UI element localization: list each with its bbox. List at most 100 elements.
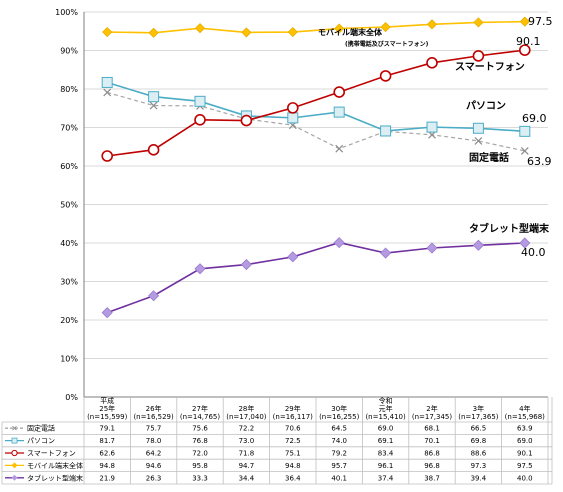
series-0-point [103, 88, 112, 97]
table-cell: 69.0 [517, 437, 533, 445]
table-col-header: (n=15,599) [87, 413, 128, 421]
annotation-landline-value: 63.9 [527, 155, 552, 168]
table-col-header: 26年 [146, 404, 162, 413]
table-cell: 96.8 [424, 462, 440, 470]
series-4-point [333, 237, 345, 249]
table-col-header: 28年 [238, 404, 254, 413]
table-cell: 64.2 [146, 450, 162, 458]
table-cell: 94.8 [285, 462, 301, 470]
table-row-label: 固定電話 [27, 424, 55, 433]
series-2-point [101, 150, 113, 162]
series-2-point [194, 114, 206, 126]
table-col-header: (n=15,968) [505, 413, 546, 421]
series-4-point [380, 247, 392, 259]
table-row-label: パソコン [27, 437, 55, 445]
table-cell: 64.5 [331, 425, 347, 433]
series-3-point [519, 16, 530, 27]
series-2-point [333, 86, 346, 98]
table-cell: 66.5 [471, 425, 487, 433]
y-tick-label: 90% [60, 47, 78, 56]
legend-key-marker [11, 437, 18, 444]
series-1-point [426, 121, 438, 133]
table-col-header: (n=14,765) [180, 413, 221, 421]
table-cell: 88.6 [471, 450, 487, 458]
series-2-point [147, 144, 160, 156]
series-4-point [148, 290, 160, 302]
series-1-point [194, 95, 206, 107]
series-3-point [241, 27, 252, 38]
table-col-header: 3年 [473, 404, 484, 413]
table-cell: 95.8 [192, 462, 208, 470]
table-col-header: (n=15,410) [365, 413, 406, 421]
table-cell: 34.4 [239, 474, 255, 482]
legend-key-marker [11, 474, 18, 481]
y-tick-label: 60% [60, 162, 78, 171]
table-col-header: (n=16,529) [133, 413, 174, 421]
series-1-point [148, 91, 160, 103]
table-cell: 72.5 [285, 437, 301, 445]
table-row-label: スマートフォン [27, 450, 76, 458]
series-2-point [379, 70, 392, 82]
table-cell: 94.7 [239, 462, 255, 470]
table-col-header: (n=17,365) [458, 413, 499, 421]
series-2-point [518, 44, 531, 56]
table-cell: 70.1 [424, 437, 440, 445]
table-cell: 39.4 [471, 474, 487, 482]
table-cell: 90.1 [517, 450, 533, 458]
annotation-pc-value: 69.0 [522, 112, 547, 125]
table-cell: 69.8 [471, 437, 487, 445]
y-tick-label: 100% [55, 8, 78, 17]
table-cell: 94.8 [99, 462, 115, 470]
table-cell: 72.2 [239, 425, 255, 433]
annotation-mobile-sublabel: (携帯電話及びスマートフォン) [345, 40, 429, 48]
series-line-4 [106, 241, 525, 314]
series-line-3 [107, 20, 525, 34]
table-cell: 72.0 [192, 450, 208, 458]
series-0-point [149, 101, 158, 110]
series-4-point [519, 237, 531, 249]
series-0-point [474, 137, 483, 145]
series-1-point [287, 112, 299, 124]
series-3-point [102, 26, 113, 38]
table-cell: 21.9 [99, 474, 115, 482]
series-2-point [426, 57, 438, 69]
series-3-point [426, 19, 438, 30]
y-tick-label: 30% [60, 278, 78, 287]
table-cell: 26.3 [146, 474, 162, 482]
table-cell: 75.7 [146, 425, 162, 433]
table-cell: 75.6 [192, 425, 208, 433]
table-cell: 71.8 [239, 450, 255, 458]
table-cell: 38.7 [424, 474, 440, 482]
table-row-label: タブレット型端末 [27, 473, 83, 482]
table-col-header: 27年 [192, 404, 208, 413]
series-3-point [148, 27, 159, 38]
table-col-header: 元年 [379, 404, 393, 413]
y-axis-ticks: 0% 10% 20% 30% 40% 50% 60% 70% 80% 90% 100% [55, 8, 78, 402]
series-line-2 [107, 49, 525, 157]
table-cell: 69.1 [378, 437, 394, 445]
table-cell: 40.0 [517, 474, 533, 482]
table-col-header: 平成 [100, 396, 114, 405]
series-0-point [335, 144, 344, 153]
annotation-smartphone-label: スマートフォン [455, 61, 525, 73]
series-line-0 [107, 91, 525, 152]
series-markers [101, 16, 531, 319]
table-cell: 70.6 [285, 425, 301, 433]
series-1-point [101, 76, 113, 88]
table-cell: 94.6 [146, 462, 162, 470]
series-lines [106, 20, 525, 314]
series-1-point [333, 106, 345, 118]
series-1-point [380, 125, 392, 137]
table-cell: 62.6 [99, 450, 115, 458]
series-4-point [194, 263, 206, 275]
table-cell: 81.7 [99, 437, 115, 445]
table-cell: 73.0 [239, 437, 255, 445]
series-3-point [194, 23, 206, 34]
annotation-mobile-label: モバイル端末全体 [318, 27, 383, 37]
table-col-header: 4年 [519, 404, 530, 413]
y-tick-label: 50% [60, 201, 78, 210]
table-cell: 76.8 [192, 437, 208, 445]
table-col-header: 25年 [99, 404, 115, 413]
series-4-point [101, 307, 113, 319]
